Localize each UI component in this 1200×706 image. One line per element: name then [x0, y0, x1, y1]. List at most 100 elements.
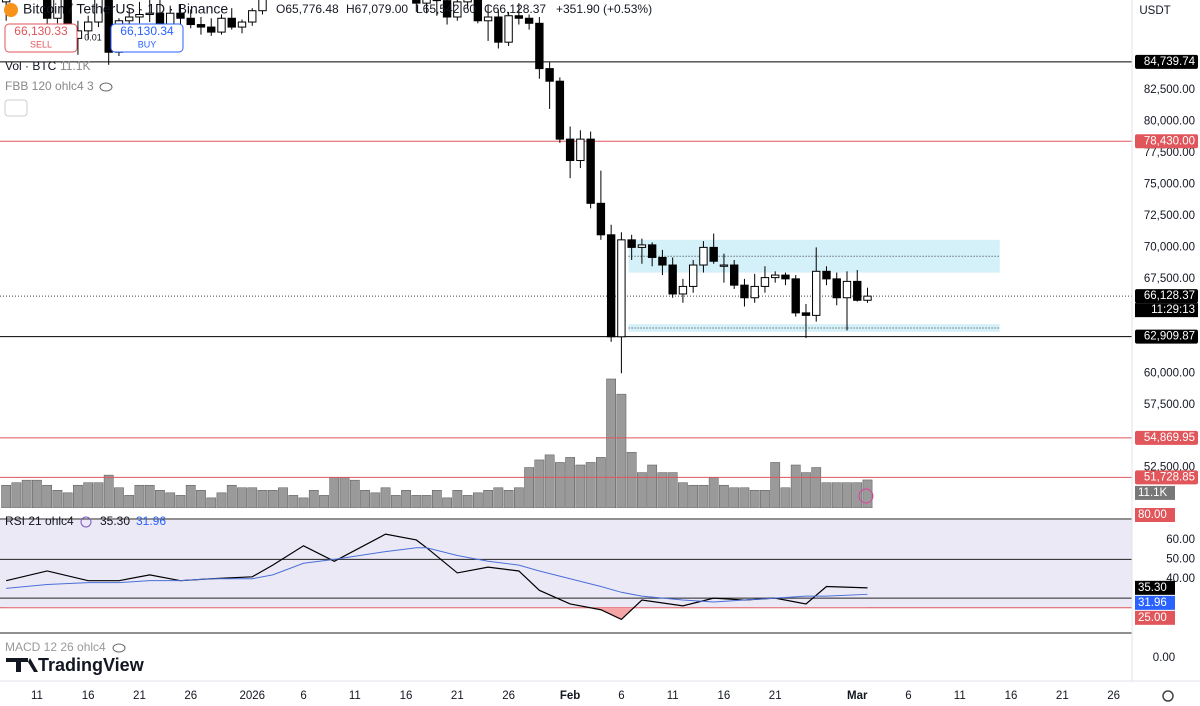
volume-bar — [678, 482, 688, 508]
rsi-marker-bg — [1135, 610, 1175, 625]
candle-body — [217, 17, 226, 33]
volume-bar — [329, 477, 340, 508]
volume-bar — [247, 487, 258, 508]
candle-body — [207, 26, 216, 33]
volume-bar — [667, 472, 678, 508]
sell-label: SELL — [30, 39, 52, 49]
rsi-band — [0, 520, 1132, 608]
volume-bar — [134, 484, 145, 508]
volume-bar — [585, 462, 596, 508]
volume-bar — [739, 487, 750, 508]
buy-price: 66,130.34 — [120, 24, 174, 38]
collapse-button[interactable] — [4, 99, 28, 117]
x-tick-label: 26 — [502, 690, 515, 702]
volume-bar — [401, 490, 411, 508]
sell-price: 66,130.33 — [14, 24, 68, 38]
candle-body — [494, 16, 503, 43]
candle-body — [791, 278, 800, 314]
candle-body — [104, 0, 113, 53]
volume-bar — [175, 495, 186, 508]
volume-bar — [11, 482, 22, 508]
x-tick-label: 21 — [769, 690, 782, 702]
volume-bar — [852, 482, 863, 508]
level-label-bg — [1135, 470, 1198, 485]
buy-label: BUY — [138, 39, 157, 49]
eye-icon[interactable] — [99, 82, 113, 92]
volume-bar — [575, 464, 586, 508]
candle-body — [688, 264, 698, 287]
volume-bar — [103, 474, 114, 508]
volume-bar — [144, 484, 155, 508]
macd-legend: MACD 12 26 ohlc4 — [5, 640, 106, 654]
volume-bar — [185, 484, 196, 508]
sell-button[interactable] — [4, 23, 78, 53]
candle-body — [442, 0, 452, 18]
volume-bar — [452, 490, 463, 508]
volume-bar — [339, 477, 350, 508]
volume-bar — [93, 482, 104, 508]
y-tick-label: 70,000.00 — [1144, 241, 1195, 253]
volume-bar — [801, 472, 811, 508]
candle-body — [606, 234, 616, 338]
volume-bar — [719, 484, 729, 508]
volume-bar — [411, 495, 422, 508]
y-tick-label: 60,000.00 — [1144, 367, 1195, 379]
x-tick-label: 6 — [300, 690, 306, 702]
change: +351.90 (+0.53%) — [556, 2, 652, 16]
candle-body — [576, 138, 585, 162]
rsi-marker: 31.96 — [1138, 597, 1167, 609]
candle-body — [53, 0, 62, 19]
volume-bar — [32, 479, 42, 508]
countdown-bg — [1135, 303, 1198, 318]
volume-bar — [760, 490, 770, 508]
candle-body — [196, 24, 206, 28]
settings-icon[interactable] — [1162, 690, 1174, 702]
fbb-legend: FBB 120 ohlc4 3 — [5, 79, 94, 93]
volume-legend-value: 11.1K — [60, 59, 90, 73]
candle-body — [227, 17, 236, 28]
rsi-marker: 25.00 — [1138, 612, 1167, 624]
rsi-line — [6, 533, 868, 621]
level-label-bg — [1135, 134, 1198, 149]
volume-legend: Vol · BTC — [5, 59, 57, 73]
last-price-label: 66,128.37 — [1144, 290, 1195, 302]
candle-body — [555, 80, 565, 140]
candle-body — [473, 0, 483, 22]
rsi-line — [6, 547, 868, 603]
volume-bar — [555, 462, 565, 508]
candle-body — [83, 21, 93, 32]
volume-bar — [288, 495, 299, 508]
volume-bar — [21, 479, 32, 508]
y-tick-label: 72,500.00 — [1144, 210, 1195, 222]
volume-bar — [360, 490, 370, 508]
x-tick-label: 16 — [400, 690, 413, 702]
zone — [628, 324, 1000, 332]
volume-bar — [606, 378, 617, 508]
volume-label: 11.1K — [1138, 487, 1168, 499]
x-tick-label: 11 — [349, 690, 361, 702]
candle-body — [760, 277, 770, 287]
x-tick-label: 16 — [718, 690, 731, 702]
level-label-bg — [1135, 430, 1198, 445]
eye-icon[interactable] — [112, 643, 126, 653]
candle-body — [822, 270, 831, 280]
rsi-marker-bg — [1135, 580, 1175, 595]
alert-icon[interactable] — [858, 488, 874, 504]
candle-body — [740, 284, 749, 299]
volume-bar — [226, 484, 237, 508]
volume-bar — [442, 497, 452, 508]
x-tick-label: 11 — [954, 690, 966, 702]
volume-bar — [349, 479, 360, 508]
candle-body — [812, 270, 821, 316]
spread: 0.01 — [84, 32, 102, 42]
volume-bar — [513, 487, 524, 508]
candle-body — [781, 274, 790, 280]
candle-body — [586, 138, 595, 204]
volume-bar — [83, 482, 94, 508]
candle-body — [801, 312, 811, 316]
volume-bar — [729, 487, 740, 508]
volume-bar — [155, 490, 165, 508]
buy-button[interactable] — [110, 23, 184, 53]
volume-bar — [196, 490, 206, 508]
candle-body — [186, 17, 195, 26]
